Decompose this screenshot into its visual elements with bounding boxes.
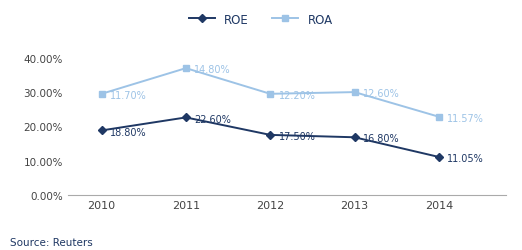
ROE — [436, 156, 442, 159]
ROA — [99, 93, 105, 96]
Line: ROE: ROE — [99, 115, 442, 160]
Line: ROA: ROA — [99, 66, 442, 120]
Text: 16.80%: 16.80% — [363, 134, 399, 144]
Text: Source: Reuters: Source: Reuters — [10, 238, 93, 248]
ROE — [351, 136, 358, 139]
ROA — [267, 93, 274, 96]
ROE — [99, 130, 105, 132]
Text: 12.20%: 12.20% — [279, 90, 315, 101]
ROE — [267, 134, 274, 137]
ROA — [436, 116, 442, 119]
Text: 22.60%: 22.60% — [194, 114, 231, 124]
Text: 17.50%: 17.50% — [279, 132, 315, 141]
ROA — [183, 67, 189, 70]
Text: 12.60%: 12.60% — [363, 89, 400, 99]
ROA — [351, 91, 358, 94]
Text: 11.70%: 11.70% — [110, 90, 147, 101]
Legend: ROE, ROA: ROE, ROA — [184, 9, 338, 31]
Text: 11.05%: 11.05% — [447, 154, 484, 164]
Text: 18.80%: 18.80% — [110, 127, 147, 137]
Text: 14.80%: 14.80% — [194, 65, 231, 75]
Text: 11.57%: 11.57% — [447, 114, 484, 124]
ROE — [183, 116, 189, 119]
